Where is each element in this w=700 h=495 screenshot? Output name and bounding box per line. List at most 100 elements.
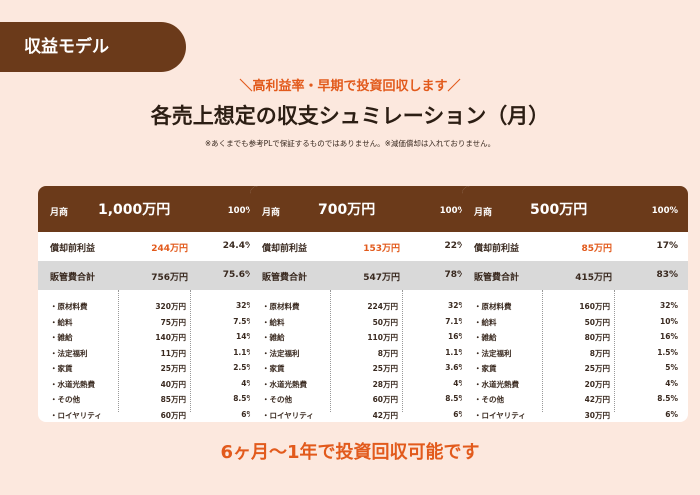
sga-row: 販管費合計 756万円 75.6% xyxy=(38,261,264,290)
expense-pct: 4% xyxy=(241,378,254,388)
expense-value: 50万円 xyxy=(584,317,610,327)
expense-value: 28万円 xyxy=(372,379,398,389)
card-header: 月商 1,000万円 100% xyxy=(38,186,264,232)
expense-value: 25万円 xyxy=(372,364,398,373)
expense-name: ・雑給 xyxy=(262,333,285,342)
expense-item: ・原材料費 224万円 32% xyxy=(250,298,476,314)
expense-item: ・家賃 25万円 3.6% xyxy=(250,360,476,376)
expense-item: ・法定福利 11万円 1.1% xyxy=(38,345,264,361)
expense-item: ・水道光熱費 20万円 4% xyxy=(462,376,688,392)
expense-name: ・ロイヤリティ xyxy=(262,410,314,420)
sga-label: 販管費合計 xyxy=(474,273,520,283)
expense-item: ・水道光熱費 28万円 4% xyxy=(250,376,476,392)
expense-value: 8万円 xyxy=(377,348,398,358)
monthly-sales-pct: 100% xyxy=(651,206,678,216)
expense-value: 50万円 xyxy=(372,317,398,327)
expense-item: ・その他 60万円 8.5% xyxy=(250,391,476,407)
expense-value: 160万円 xyxy=(579,302,610,311)
expense-name: ・給料 xyxy=(474,317,497,327)
expense-value: 11万円 xyxy=(160,348,186,358)
expense-item: ・雑給 140万円 14% xyxy=(38,329,264,345)
column-divider xyxy=(614,290,615,412)
expense-item: ・家賃 25万円 2.5% xyxy=(38,360,264,376)
expense-item: ・家賃 25万円 5% xyxy=(462,360,688,376)
pl-card: 月商 500万円 100% 償却前利益 85万円 17% 販管費合計 415万円 83% ・原材料… xyxy=(462,186,688,422)
sga-label: 販管費合計 xyxy=(50,273,96,283)
expense-pct: 1.1% xyxy=(233,347,254,357)
expense-item: ・ロイヤリティ 60万円 6% xyxy=(38,407,264,423)
expense-pct: 16% xyxy=(448,332,466,341)
expense-item: ・給料 50万円 10% xyxy=(462,314,688,330)
expense-name: ・原材料費 xyxy=(474,302,512,311)
profit-row: 償却前利益 244万円 24.4% xyxy=(38,232,264,261)
section-tag: 収益モデル xyxy=(0,22,186,72)
sga-pct: 75.6% xyxy=(222,270,254,280)
expense-value: 85万円 xyxy=(160,395,186,404)
expense-item: ・その他 42万円 8.5% xyxy=(462,391,688,407)
monthly-sales-pct: 100% xyxy=(439,206,466,216)
expense-pct: 32% xyxy=(660,301,678,310)
sga-label: 販管費合計 xyxy=(262,273,308,283)
expense-pct: 6% xyxy=(241,409,254,419)
expense-pct: 8.5% xyxy=(445,394,466,403)
sga-value: 756万円 xyxy=(151,273,188,283)
profit-value: 85万円 xyxy=(581,244,612,254)
expense-item: ・原材料費 160万円 32% xyxy=(462,298,688,314)
expense-pct: 5% xyxy=(665,363,678,372)
expense-value: 60万円 xyxy=(372,395,398,404)
expense-value: 42万円 xyxy=(584,395,610,404)
expense-name: ・法定福利 xyxy=(262,348,300,358)
monthly-sales-label: 月商 xyxy=(474,208,493,218)
expense-item: ・雑給 110万円 16% xyxy=(250,329,476,345)
expense-name: ・水道光熱費 xyxy=(474,379,519,389)
expense-item: ・水道光熱費 40万円 4% xyxy=(38,376,264,392)
monthly-sales-amount: 500万円 xyxy=(530,202,588,218)
expense-item: ・その他 85万円 8.5% xyxy=(38,391,264,407)
profit-pct: 24.4% xyxy=(222,241,254,251)
monthly-sales-amount: 700万円 xyxy=(318,202,376,218)
expense-name: ・雑給 xyxy=(50,333,73,342)
expense-value: 40万円 xyxy=(160,379,186,389)
card-header: 月商 700万円 100% xyxy=(250,186,476,232)
expense-item: ・法定福利 8万円 1.5% xyxy=(462,345,688,361)
profit-pct: 22% xyxy=(444,241,466,251)
sga-pct: 78% xyxy=(444,270,466,280)
expense-name: ・その他 xyxy=(50,395,80,404)
profit-value: 153万円 xyxy=(363,244,400,254)
expense-name: ・その他 xyxy=(474,395,504,404)
expense-pct: 7.1% xyxy=(445,316,466,326)
monthly-sales-label: 月商 xyxy=(262,208,281,218)
expense-pct: 7.5% xyxy=(233,316,254,326)
page-title: 各売上想定の収支シュミレーション（月） xyxy=(150,104,550,128)
expense-name: ・給料 xyxy=(262,317,285,327)
expense-name: ・雑給 xyxy=(474,333,497,342)
expense-item: ・給料 50万円 7.1% xyxy=(250,314,476,330)
profit-row: 償却前利益 85万円 17% xyxy=(462,232,688,261)
expense-value: 60万円 xyxy=(160,410,186,420)
expense-item: ・ロイヤリティ 42万円 6% xyxy=(250,407,476,423)
expense-item: ・雑給 80万円 16% xyxy=(462,329,688,345)
expense-name: ・法定福利 xyxy=(474,348,512,358)
expense-value: 110万円 xyxy=(367,333,398,342)
bottom-message: 6ヶ月〜1年で投資回収可能です xyxy=(220,442,480,463)
expense-pct: 6% xyxy=(665,409,678,419)
expense-pct: 8.5% xyxy=(657,394,678,403)
disclaimer-note: ※あくまでも参考PLで保証するものではありません。※減価償却は入れておりません。 xyxy=(204,139,496,148)
expense-value: 20万円 xyxy=(584,379,610,389)
profit-row: 償却前利益 153万円 22% xyxy=(250,232,476,261)
expense-pct: 4% xyxy=(665,378,678,388)
expense-value: 30万円 xyxy=(584,410,610,420)
expense-name: ・原材料費 xyxy=(262,302,300,311)
expense-pct: 16% xyxy=(660,332,678,341)
sga-pct: 83% xyxy=(656,270,678,280)
pl-card: 月商 700万円 100% 償却前利益 153万円 22% 販管費合計 547万円 78% ・原材… xyxy=(250,186,476,422)
expense-pct: 1.1% xyxy=(445,347,466,357)
card-header: 月商 500万円 100% xyxy=(462,186,688,232)
expense-value: 8万円 xyxy=(589,348,610,358)
expense-value: 75万円 xyxy=(160,317,186,327)
profit-value: 244万円 xyxy=(151,244,188,254)
column-divider xyxy=(542,290,543,412)
expense-item: ・原材料費 320万円 32% xyxy=(38,298,264,314)
expense-name: ・その他 xyxy=(262,395,292,404)
expense-pct: 8.5% xyxy=(233,394,254,403)
